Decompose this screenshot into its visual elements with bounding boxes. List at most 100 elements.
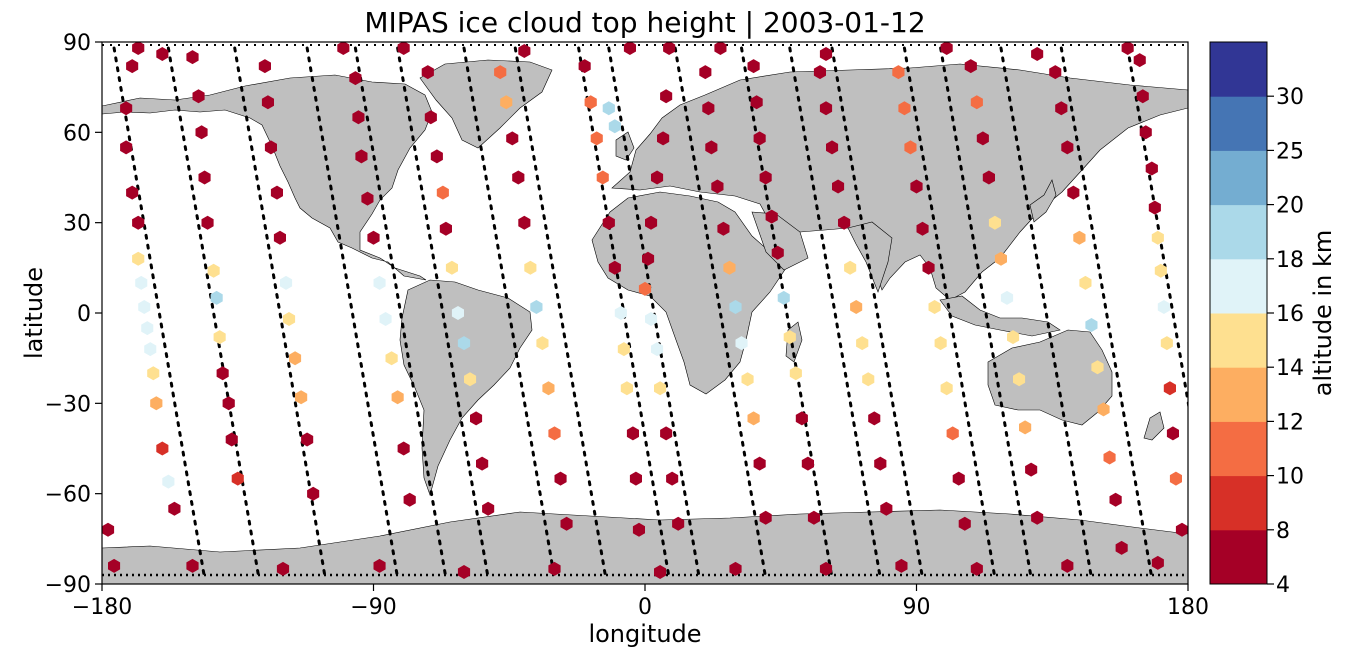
cloud-point-54 xyxy=(439,221,452,236)
cloud-point-208 xyxy=(1031,47,1044,61)
cloud-point-155 xyxy=(1000,290,1014,305)
cloud-point-193 xyxy=(654,565,667,579)
colorbar-tick-label: 20 xyxy=(1276,194,1304,219)
cloud-point-52 xyxy=(430,149,443,164)
colorbar-tick-label: 12 xyxy=(1276,410,1304,435)
cloud-point-206 xyxy=(819,47,833,61)
orbit-track-9 xyxy=(607,46,701,580)
cloud-point-104 xyxy=(711,179,724,194)
orbit-track-3 xyxy=(305,46,400,580)
cloud-point-66 xyxy=(518,215,531,230)
cloud-point-145 xyxy=(940,381,953,396)
cloud-point-117 xyxy=(765,209,778,224)
cloud-point-101 xyxy=(699,65,712,80)
colorbar-tick-label: 10 xyxy=(1276,465,1304,490)
y-tick-label: 90 xyxy=(63,31,91,56)
cloud-point-62 xyxy=(494,65,507,80)
cloud-point-21 xyxy=(207,263,220,278)
cloud-point-157 xyxy=(1013,372,1026,387)
cloud-point-203 xyxy=(518,44,531,58)
cloud-point-204 xyxy=(623,42,636,55)
cloud-point-38 xyxy=(307,486,320,501)
cloud-point-112 xyxy=(759,510,772,525)
orbit-track-12 xyxy=(788,46,882,580)
colorbar-tick-label: 14 xyxy=(1276,356,1304,381)
cloud-point-2 xyxy=(120,101,133,116)
cloud-point-68 xyxy=(530,300,543,314)
cloud-point-3 xyxy=(120,140,133,155)
cloud-point-74 xyxy=(578,59,591,74)
cloud-point-125 xyxy=(813,65,826,80)
cloud-point-70 xyxy=(542,381,555,396)
cloud-point-6 xyxy=(132,251,145,266)
cloud-point-198 xyxy=(1061,558,1074,573)
cloud-point-140 xyxy=(910,179,923,194)
cloud-point-131 xyxy=(850,300,863,314)
cloud-point-163 xyxy=(1061,140,1074,155)
cloud-point-142 xyxy=(922,260,935,275)
cloud-point-186 xyxy=(102,522,115,537)
cloud-point-87 xyxy=(608,119,621,134)
orbit-track-5 xyxy=(396,46,490,580)
cloud-point-97 xyxy=(654,381,667,396)
cloud-point-5 xyxy=(132,215,145,230)
cloud-point-192 xyxy=(548,561,561,576)
x-tick-label: −90 xyxy=(350,595,396,620)
colorbar-segment-5 xyxy=(1210,258,1267,314)
cloud-point-169 xyxy=(1097,402,1110,417)
cloud-point-197 xyxy=(970,561,983,576)
cloud-point-136 xyxy=(880,501,893,516)
cloud-point-29 xyxy=(261,95,274,110)
orbit-track-15 xyxy=(939,46,1033,580)
cloud-point-69 xyxy=(536,336,549,351)
orbit-track-14 xyxy=(902,46,997,580)
cloud-point-127 xyxy=(826,140,839,155)
cloud-point-128 xyxy=(832,179,845,194)
cloud-point-88 xyxy=(663,42,676,55)
cloud-point-151 xyxy=(976,131,989,146)
cloud-point-78 xyxy=(602,215,615,230)
cloud-point-0 xyxy=(132,42,145,55)
cloud-point-205 xyxy=(714,42,727,55)
cloud-point-48 xyxy=(397,441,410,456)
cloud-point-42 xyxy=(361,191,374,206)
cloud-point-176 xyxy=(1145,161,1158,176)
cloud-point-17 xyxy=(192,89,205,104)
cloud-point-150 xyxy=(970,95,983,110)
cloud-point-165 xyxy=(1073,230,1086,245)
india xyxy=(847,221,893,293)
japan xyxy=(1029,179,1057,223)
cloud-point-90 xyxy=(657,131,670,146)
cloud-point-120 xyxy=(783,330,796,345)
colorbar: 4 8 10 12 14 16 18 20 25 30 xyxy=(1209,41,1304,598)
cloud-point-99 xyxy=(666,471,679,486)
cloud-point-94 xyxy=(638,281,652,296)
orbit-track-4 xyxy=(353,46,448,580)
cloud-point-132 xyxy=(856,336,869,351)
cloud-point-209 xyxy=(1121,42,1134,55)
cloud-point-207 xyxy=(940,42,953,55)
cloud-point-154 xyxy=(994,251,1007,266)
cloud-point-93 xyxy=(642,251,655,266)
cloud-point-194 xyxy=(729,561,742,576)
north-america xyxy=(102,74,433,281)
cloud-point-51 xyxy=(424,110,437,125)
south-america xyxy=(399,279,533,497)
cloud-point-102 xyxy=(702,101,715,116)
cloud-point-167 xyxy=(1085,318,1098,332)
cloud-point-18 xyxy=(195,125,208,140)
colorbar-segment-1 xyxy=(1210,475,1267,531)
cloud-point-36 xyxy=(295,390,308,405)
orbit-track-7 xyxy=(513,46,608,580)
cloud-point-129 xyxy=(838,215,851,230)
cloud-point-82 xyxy=(620,381,633,396)
cloud-point-27 xyxy=(231,471,244,486)
y-tick-label: −60 xyxy=(45,483,91,508)
cloud-point-61 xyxy=(482,501,495,516)
cloud-point-147 xyxy=(952,471,965,486)
cloud-point-158 xyxy=(1019,420,1032,435)
cloud-point-12 xyxy=(150,396,163,411)
y-tick-label: −90 xyxy=(45,573,91,598)
colorbar-segment-3 xyxy=(1210,367,1267,422)
